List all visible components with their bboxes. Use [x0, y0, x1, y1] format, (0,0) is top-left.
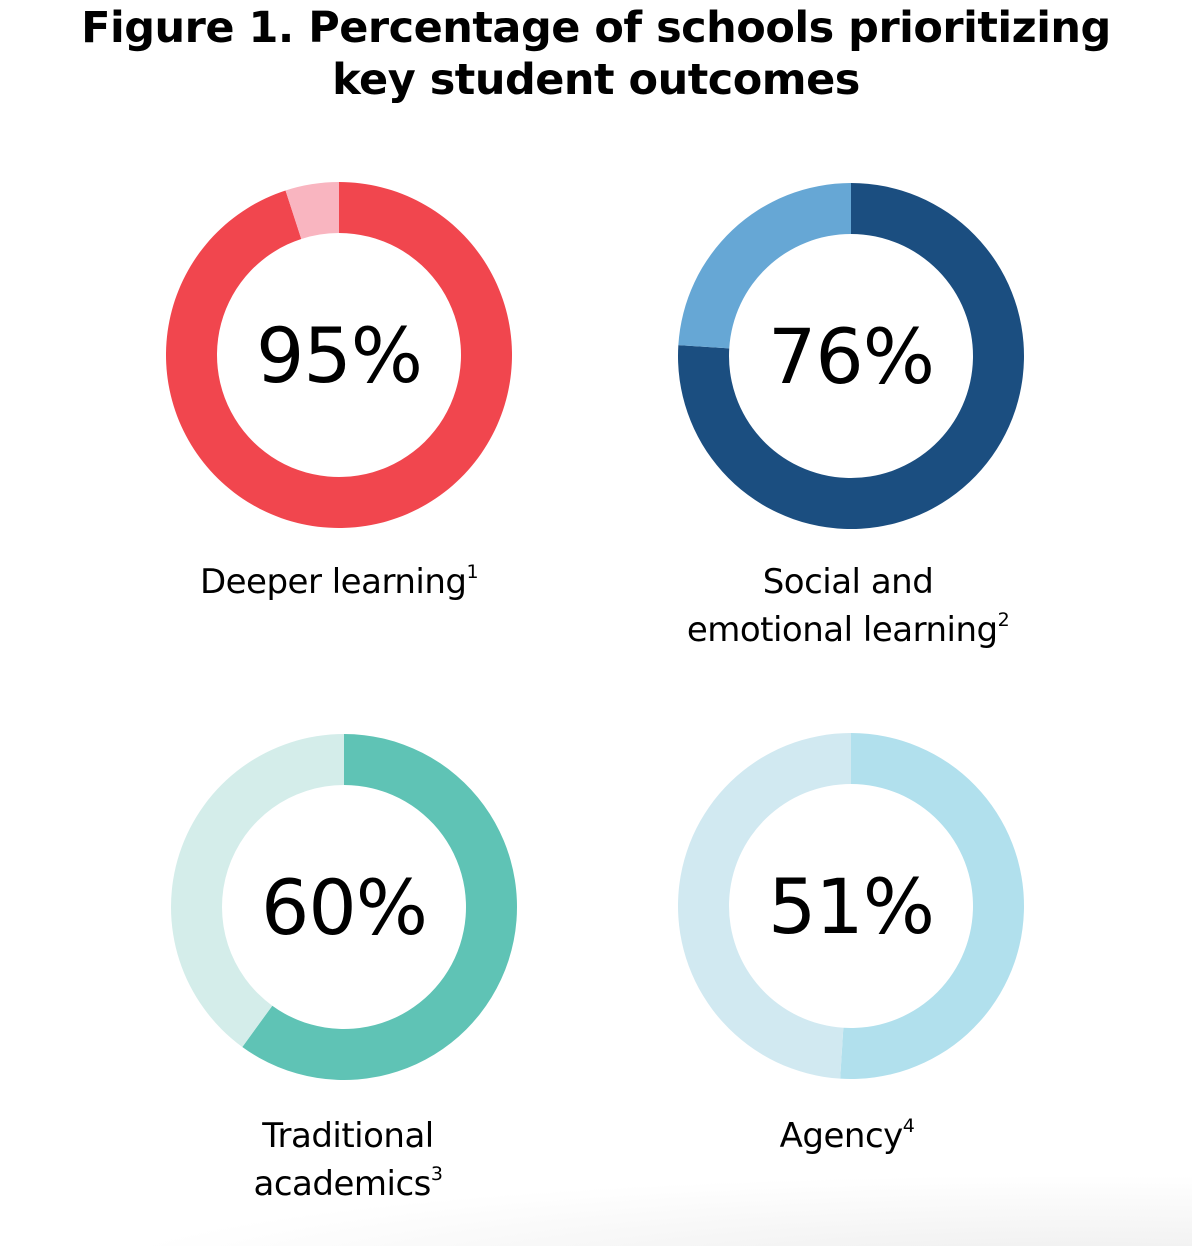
donut-segment-filled: [840, 733, 1024, 1079]
donut-deeper-learning: 95%: [159, 175, 519, 535]
figure-title-line-1: Figure 1. Percentage of schools prioriti…: [81, 3, 1111, 53]
label-agency: Agency4: [617, 1112, 1077, 1160]
donut-segment-remaining: [678, 733, 851, 1079]
label-text-line-1: Social and: [762, 562, 934, 602]
label-text: Deeper learning: [199, 562, 467, 602]
donut-chart-graphic: [678, 733, 1024, 1079]
label-traditional-academics: Traditional academics3: [118, 1112, 578, 1208]
donut-segment-filled: [242, 734, 517, 1080]
donut-segment-remaining: [678, 182, 851, 349]
figure-title: Figure 1. Percentage of schools prioriti…: [0, 2, 1192, 106]
donut-chart-graphic: [171, 734, 517, 1080]
donut-value: 60%: [261, 862, 428, 952]
donut-chart-graphic: [165, 182, 512, 528]
donut-value: 51%: [768, 861, 935, 951]
footnote-marker: 1: [466, 561, 479, 583]
donut-traditional-academics: 60%: [164, 727, 524, 1087]
label-text-line-2: academics: [253, 1164, 432, 1204]
donut-segment-filled: [678, 183, 1024, 529]
donut-social-emotional-learning: 76%: [671, 176, 1031, 536]
donut-value: 76%: [768, 311, 935, 401]
donut-segment-filled: [165, 182, 512, 528]
label-text-line-2: emotional learning: [686, 610, 998, 650]
donut-segment-remaining: [285, 182, 339, 239]
footnote-marker: 3: [430, 1163, 443, 1185]
label-deeper-learning: Deeper learning1: [109, 558, 569, 606]
donut-agency: 51%: [671, 726, 1031, 1086]
label-text-line-1: Traditional: [262, 1116, 434, 1156]
figure-title-line-2: key student outcomes: [332, 55, 860, 105]
footnote-marker: 4: [902, 1115, 915, 1137]
donut-value: 95%: [256, 310, 423, 400]
donut-chart-graphic: [678, 182, 1024, 529]
label-text: Agency: [779, 1116, 904, 1156]
label-social-emotional-learning: Social and emotional learning2: [618, 558, 1078, 654]
footnote-marker: 2: [997, 609, 1010, 631]
donut-segment-remaining: [171, 734, 344, 1047]
